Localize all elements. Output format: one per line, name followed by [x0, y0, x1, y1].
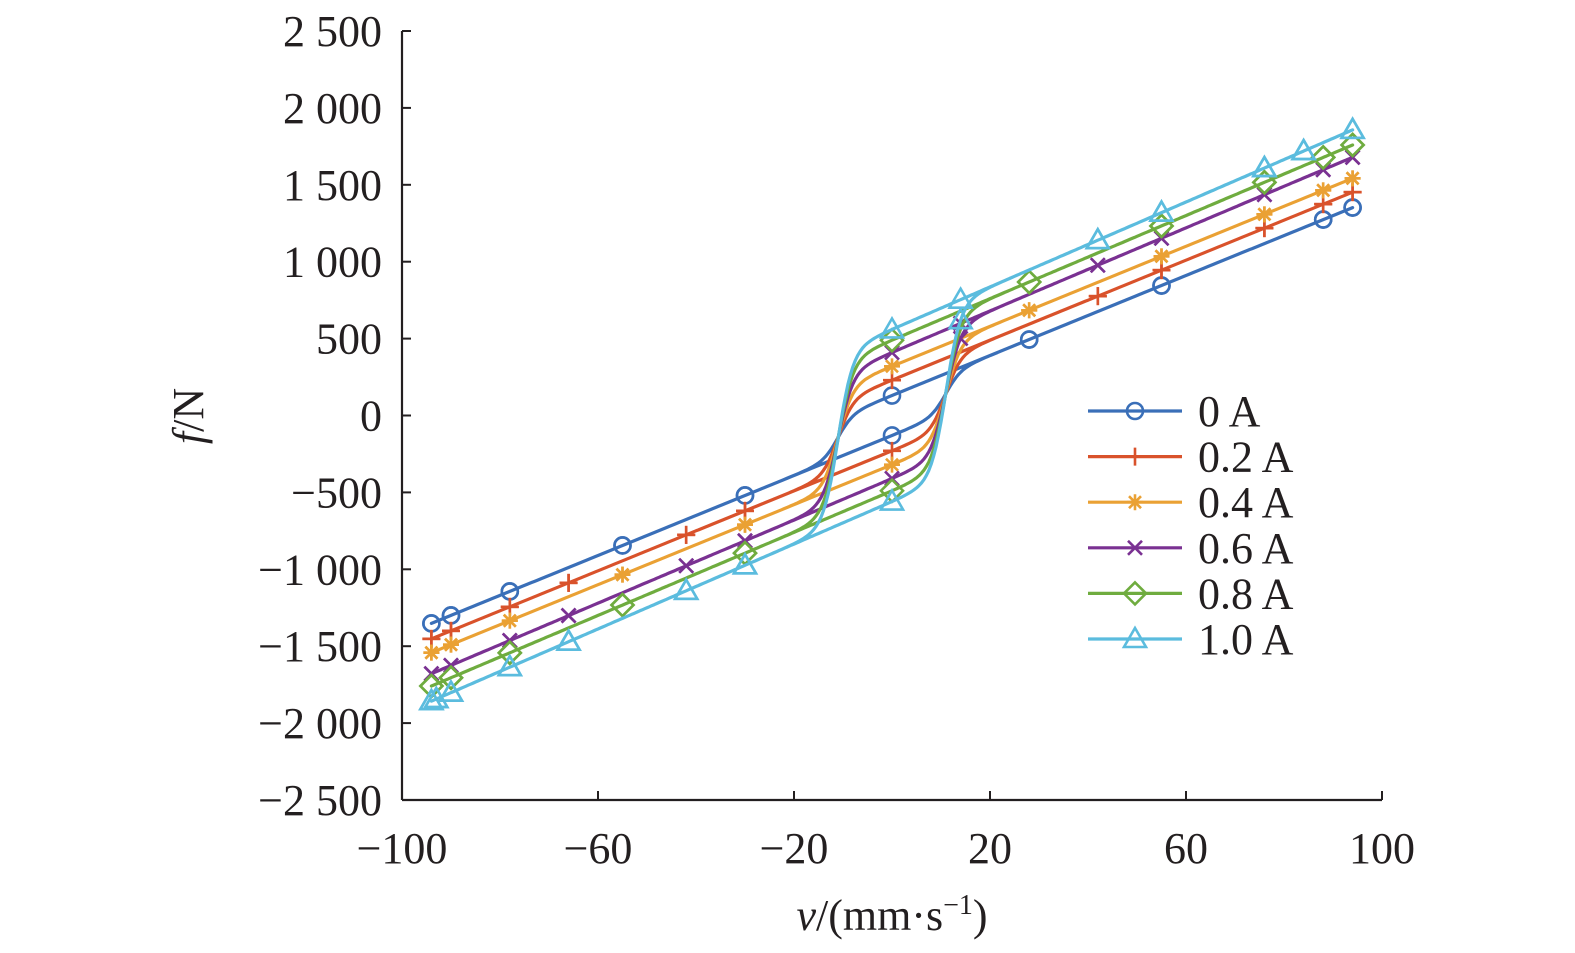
data-point [1148, 199, 1175, 222]
data-point [884, 456, 900, 473]
data-point [1021, 302, 1038, 319]
data-point [501, 612, 518, 629]
legend-label: 0.6 A [1198, 524, 1294, 573]
data-point [884, 358, 900, 375]
legend-item: 0.8 A [1088, 569, 1294, 618]
data-point [1310, 144, 1337, 171]
legend-label: 0.4 A [1198, 478, 1294, 527]
series-line [429, 143, 1355, 688]
series-line [429, 206, 1355, 625]
y-tick-label: 0 [360, 392, 382, 441]
legend-item: 0.2 A [1088, 433, 1294, 482]
y-axis-title: f/N [164, 388, 213, 444]
data-point [1148, 213, 1175, 239]
series-line [429, 128, 1355, 703]
data-point [1339, 132, 1366, 158]
y-tick-label: −500 [291, 468, 382, 517]
data-point [731, 551, 759, 575]
data-point [878, 315, 906, 339]
data-point [1290, 137, 1317, 161]
y-tick-label: −1 000 [258, 545, 382, 594]
y-tick-label: −1 500 [258, 622, 382, 671]
data-point [1339, 116, 1366, 140]
data-point [1256, 206, 1273, 223]
data-point [1127, 539, 1143, 556]
y-tick-label: 1 500 [283, 161, 382, 210]
x-tick-label: −20 [760, 824, 829, 873]
x-axis-close: ) [973, 891, 988, 940]
data-point [737, 516, 753, 533]
x-tick-label: 20 [968, 824, 1012, 873]
x-axis-unit: /(mm·s [816, 891, 943, 940]
data-point [1089, 257, 1106, 274]
data-point [559, 573, 578, 592]
series-0-4-a [423, 170, 1361, 661]
data-point [613, 536, 632, 555]
y-tick-label: −2 000 [258, 699, 382, 748]
data-point [878, 487, 906, 511]
data-point [1088, 287, 1107, 306]
data-point [423, 644, 440, 661]
data-point [678, 557, 695, 574]
data-point [555, 628, 582, 652]
data-point [1126, 447, 1144, 466]
data-point [947, 306, 974, 330]
y-ticks: 2 500 2 000 1 500 1 000 500 0 −500 −1 000 −1 500… [258, 7, 411, 825]
x-axis-title: v/(mm·s−1) [796, 890, 987, 940]
data-point [560, 607, 577, 624]
data-point [614, 566, 631, 583]
y-tick-label: −2 500 [258, 776, 382, 825]
data-point [496, 653, 524, 677]
legend-background [1080, 385, 1330, 660]
data-point [1127, 494, 1143, 511]
legend-item: 1.0 A [1088, 615, 1294, 664]
data-point [1153, 248, 1170, 265]
legend-label: 0 A [1198, 387, 1261, 436]
x-ticks: −100 −60 −20 20 60 100 [357, 791, 1415, 873]
data-point [609, 592, 636, 618]
legend-label: 0.2 A [1198, 433, 1294, 482]
data-point [496, 639, 523, 666]
legend: 0 A0.2 A0.4 A0.6 A0.8 A1.0 A [1080, 385, 1330, 664]
x-tick-label: −100 [357, 824, 448, 873]
data-point [1122, 580, 1148, 607]
y-axis-unit: /N [164, 388, 213, 432]
data-point [1251, 154, 1278, 178]
data-point [437, 679, 465, 702]
legend-label: 0.8 A [1198, 569, 1294, 618]
data-point [1315, 182, 1332, 199]
data-point [1125, 401, 1145, 421]
x-tick-label: −60 [564, 824, 633, 873]
data-point [677, 525, 696, 544]
y-tick-label: 1 000 [283, 238, 382, 287]
legend-item: 0.6 A [1088, 524, 1294, 573]
y-tick-label: 2 500 [283, 7, 382, 56]
data-point [438, 664, 464, 691]
data-point [1019, 330, 1039, 349]
x-axis-var: v [796, 891, 816, 940]
data-point [418, 687, 445, 711]
series-layer [418, 116, 1366, 711]
y-tick-label: 2 000 [283, 84, 382, 133]
x-tick-label: 100 [1349, 824, 1415, 873]
x-axis-exponent: −1 [943, 890, 973, 921]
data-point [1121, 625, 1149, 649]
y-tick-label: 500 [316, 315, 382, 364]
data-point [672, 577, 700, 601]
legend-label: 1.0 A [1198, 615, 1294, 664]
legend-item: 0 A [1088, 387, 1261, 436]
data-point [1251, 169, 1278, 196]
series-1-0-a [418, 116, 1366, 711]
data-point [1084, 226, 1112, 250]
data-point [1344, 170, 1361, 187]
x-tick-label: 60 [1164, 824, 1208, 873]
data-point [443, 636, 459, 653]
legend-item: 0.4 A [1088, 478, 1294, 527]
data-point [1016, 269, 1043, 295]
